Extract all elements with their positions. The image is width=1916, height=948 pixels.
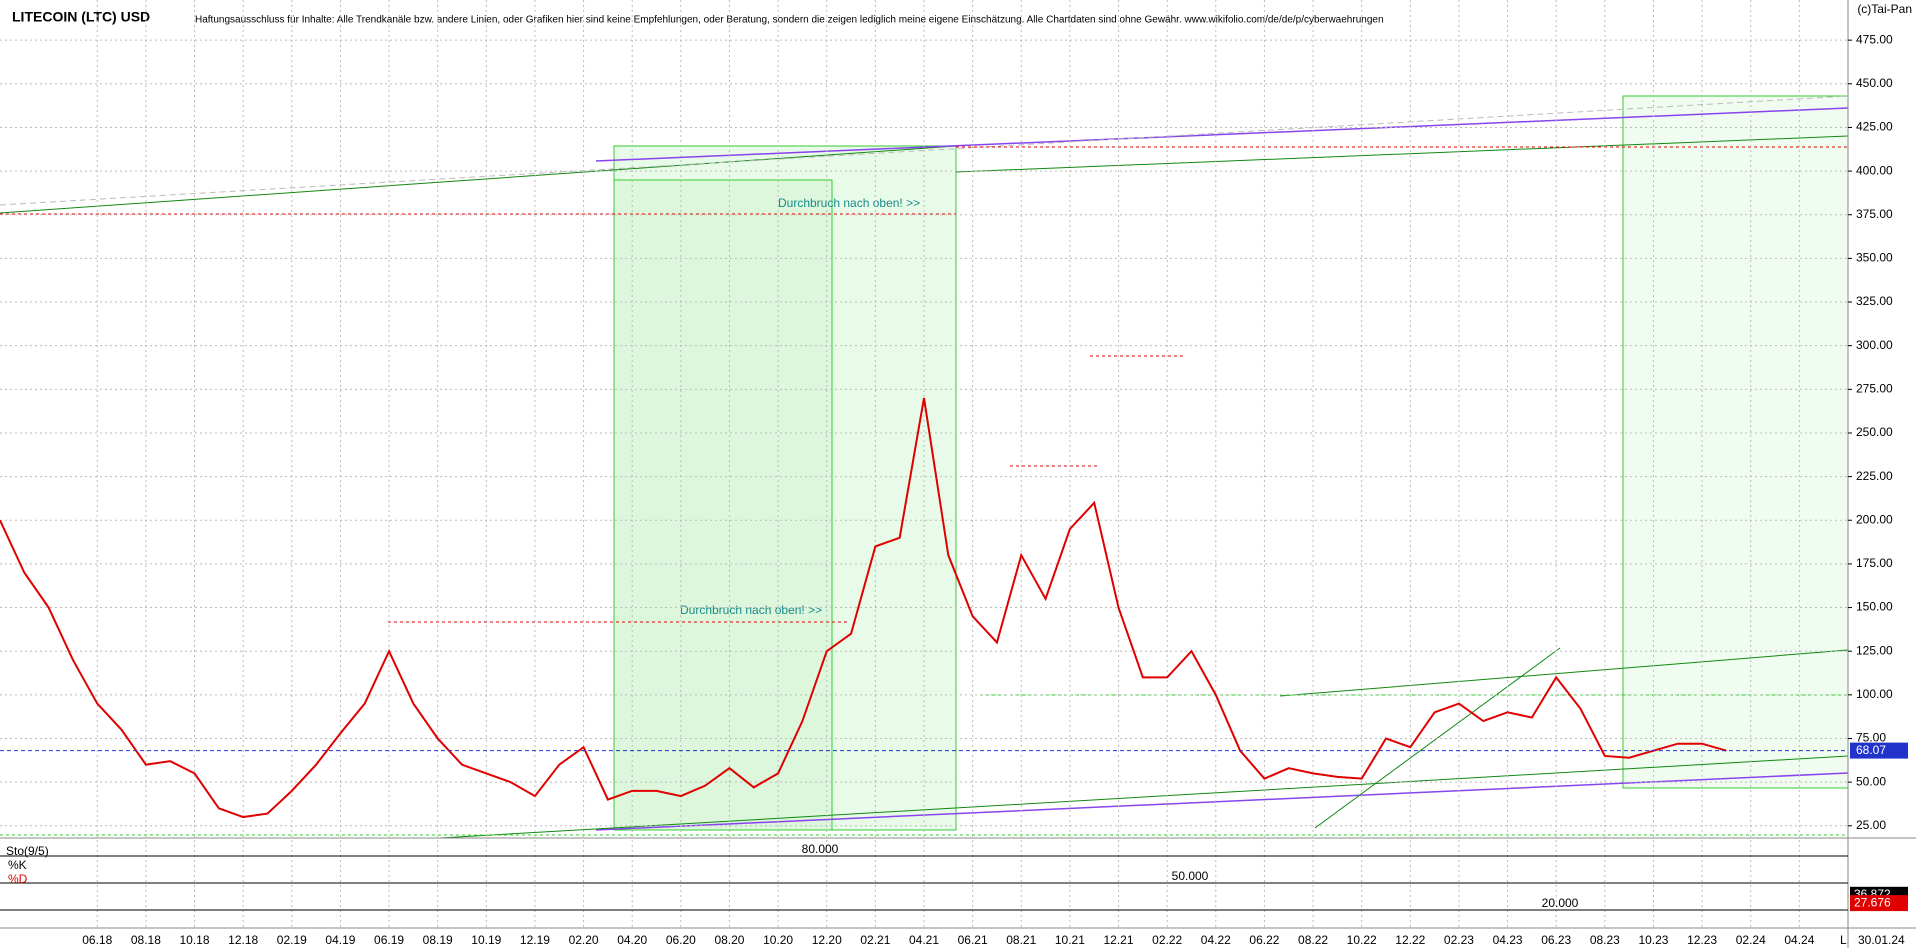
- x-tick-label: 04.21: [909, 933, 939, 947]
- y-tick-label: 75.00: [1856, 731, 1886, 745]
- trend-line: [1279, 649, 1849, 697]
- x-tick-label: 12.21: [1104, 933, 1134, 947]
- range-box: [1622, 95, 1849, 789]
- x-tick-label: 02.24: [1736, 933, 1766, 947]
- readout-box: [1850, 895, 1908, 912]
- x-tick-label: 02.23: [1444, 933, 1474, 947]
- x-tick-label: 06.20: [666, 933, 696, 947]
- y-tick-label: 25.00: [1856, 818, 1886, 832]
- legend-entry: %K: [8, 858, 27, 872]
- y-tick-label: 250.00: [1856, 425, 1893, 439]
- x-tick-label: 10.18: [180, 933, 210, 947]
- x-tick-label: 06.18: [82, 933, 112, 947]
- x-tick-label: 08.21: [1006, 933, 1036, 947]
- x-tick-label: 08.22: [1298, 933, 1328, 947]
- x-tick-label: 06.19: [374, 933, 404, 947]
- chart-title: LITECOIN (LTC) USD: [12, 9, 150, 25]
- indicator-level-label: 80.000: [802, 842, 839, 856]
- y-tick-label: 475.00: [1856, 32, 1893, 46]
- x-tick-label: 08.23: [1590, 933, 1620, 947]
- x-tick-label: 12.18: [228, 933, 258, 947]
- y-tick-label: 100.00: [1856, 687, 1893, 701]
- x-tick-label: 10.19: [471, 933, 501, 947]
- x-tick-label: 06.23: [1541, 933, 1571, 947]
- x-tick-label: 08.19: [423, 933, 453, 947]
- y-tick-label: 275.00: [1856, 381, 1893, 395]
- y-tick-label: 200.00: [1856, 512, 1893, 526]
- x-tick-label: 06.21: [958, 933, 988, 947]
- x-tick-label: 02.20: [569, 933, 599, 947]
- x-tick-label: 04.20: [617, 933, 647, 947]
- y-tick-label: 125.00: [1856, 643, 1893, 657]
- x-tick-label: 04.23: [1493, 933, 1523, 947]
- y-tick-label: 50.00: [1856, 774, 1886, 788]
- disclaimer: Haftungsausschluss für Inhalte: Alle Tre…: [195, 15, 1384, 26]
- x-tick-label: 04.19: [325, 933, 355, 947]
- x-tick-label: 12.23: [1687, 933, 1717, 947]
- last-price-box: [1850, 742, 1908, 759]
- x-tick-label: 10.21: [1055, 933, 1085, 947]
- y-tick-label: 225.00: [1856, 469, 1893, 483]
- trend-line: [439, 755, 1849, 839]
- x-tick-label: 02.21: [860, 933, 890, 947]
- trend-line: [595, 107, 1849, 162]
- legend-entry: %D: [8, 872, 28, 886]
- x-tick-label: 02.22: [1152, 933, 1182, 947]
- indicator-level-label: 20.000: [1542, 896, 1579, 910]
- last-date: 30.01.24: [1858, 933, 1905, 947]
- y-tick-label: 400.00: [1856, 163, 1893, 177]
- annotation: Durchbruch nach oben! >>: [778, 196, 920, 210]
- trend-line: [955, 135, 1849, 173]
- x-tick-label: 08.20: [714, 933, 744, 947]
- x-tick-label: 04.22: [1201, 933, 1231, 947]
- range-box: [613, 179, 833, 831]
- x-tick-label: 10.20: [763, 933, 793, 947]
- x-tick-label: 10.22: [1347, 933, 1377, 947]
- y-tick-label: 350.00: [1856, 251, 1893, 265]
- last-price-label: 68.07: [1856, 743, 1886, 757]
- trend-line: [595, 772, 1849, 831]
- y-tick-label: 375.00: [1856, 207, 1893, 221]
- x-tick-label: 04.24: [1784, 933, 1814, 947]
- y-tick-label: 425.00: [1856, 120, 1893, 134]
- x-tick-label: 02.19: [277, 933, 307, 947]
- x-tick-label: 12.19: [520, 933, 550, 947]
- scale-label: L: [1840, 933, 1847, 947]
- x-tick-label: 08.18: [131, 933, 161, 947]
- indicator-level-label: 50.000: [1172, 869, 1209, 883]
- x-tick-label: 06.22: [1249, 933, 1279, 947]
- y-tick-label: 150.00: [1856, 600, 1893, 614]
- y-tick-label: 325.00: [1856, 294, 1893, 308]
- x-tick-label: 12.22: [1395, 933, 1425, 947]
- source: (c)Tai-Pan: [1857, 2, 1912, 16]
- y-tick-label: 450.00: [1856, 76, 1893, 90]
- y-tick-label: 300.00: [1856, 338, 1893, 352]
- price-line: [0, 397, 1727, 819]
- y-tick-label: 175.00: [1856, 556, 1893, 570]
- readout-label: 27.676: [1854, 895, 1891, 909]
- annotation: Durchbruch nach oben! >>: [680, 603, 822, 617]
- x-tick-label: 12.20: [812, 933, 842, 947]
- x-tick-label: 10.23: [1638, 933, 1668, 947]
- trend-line: [1314, 647, 1561, 829]
- indicator-title: Sto(9/5): [6, 844, 49, 858]
- trend-line: [0, 145, 957, 214]
